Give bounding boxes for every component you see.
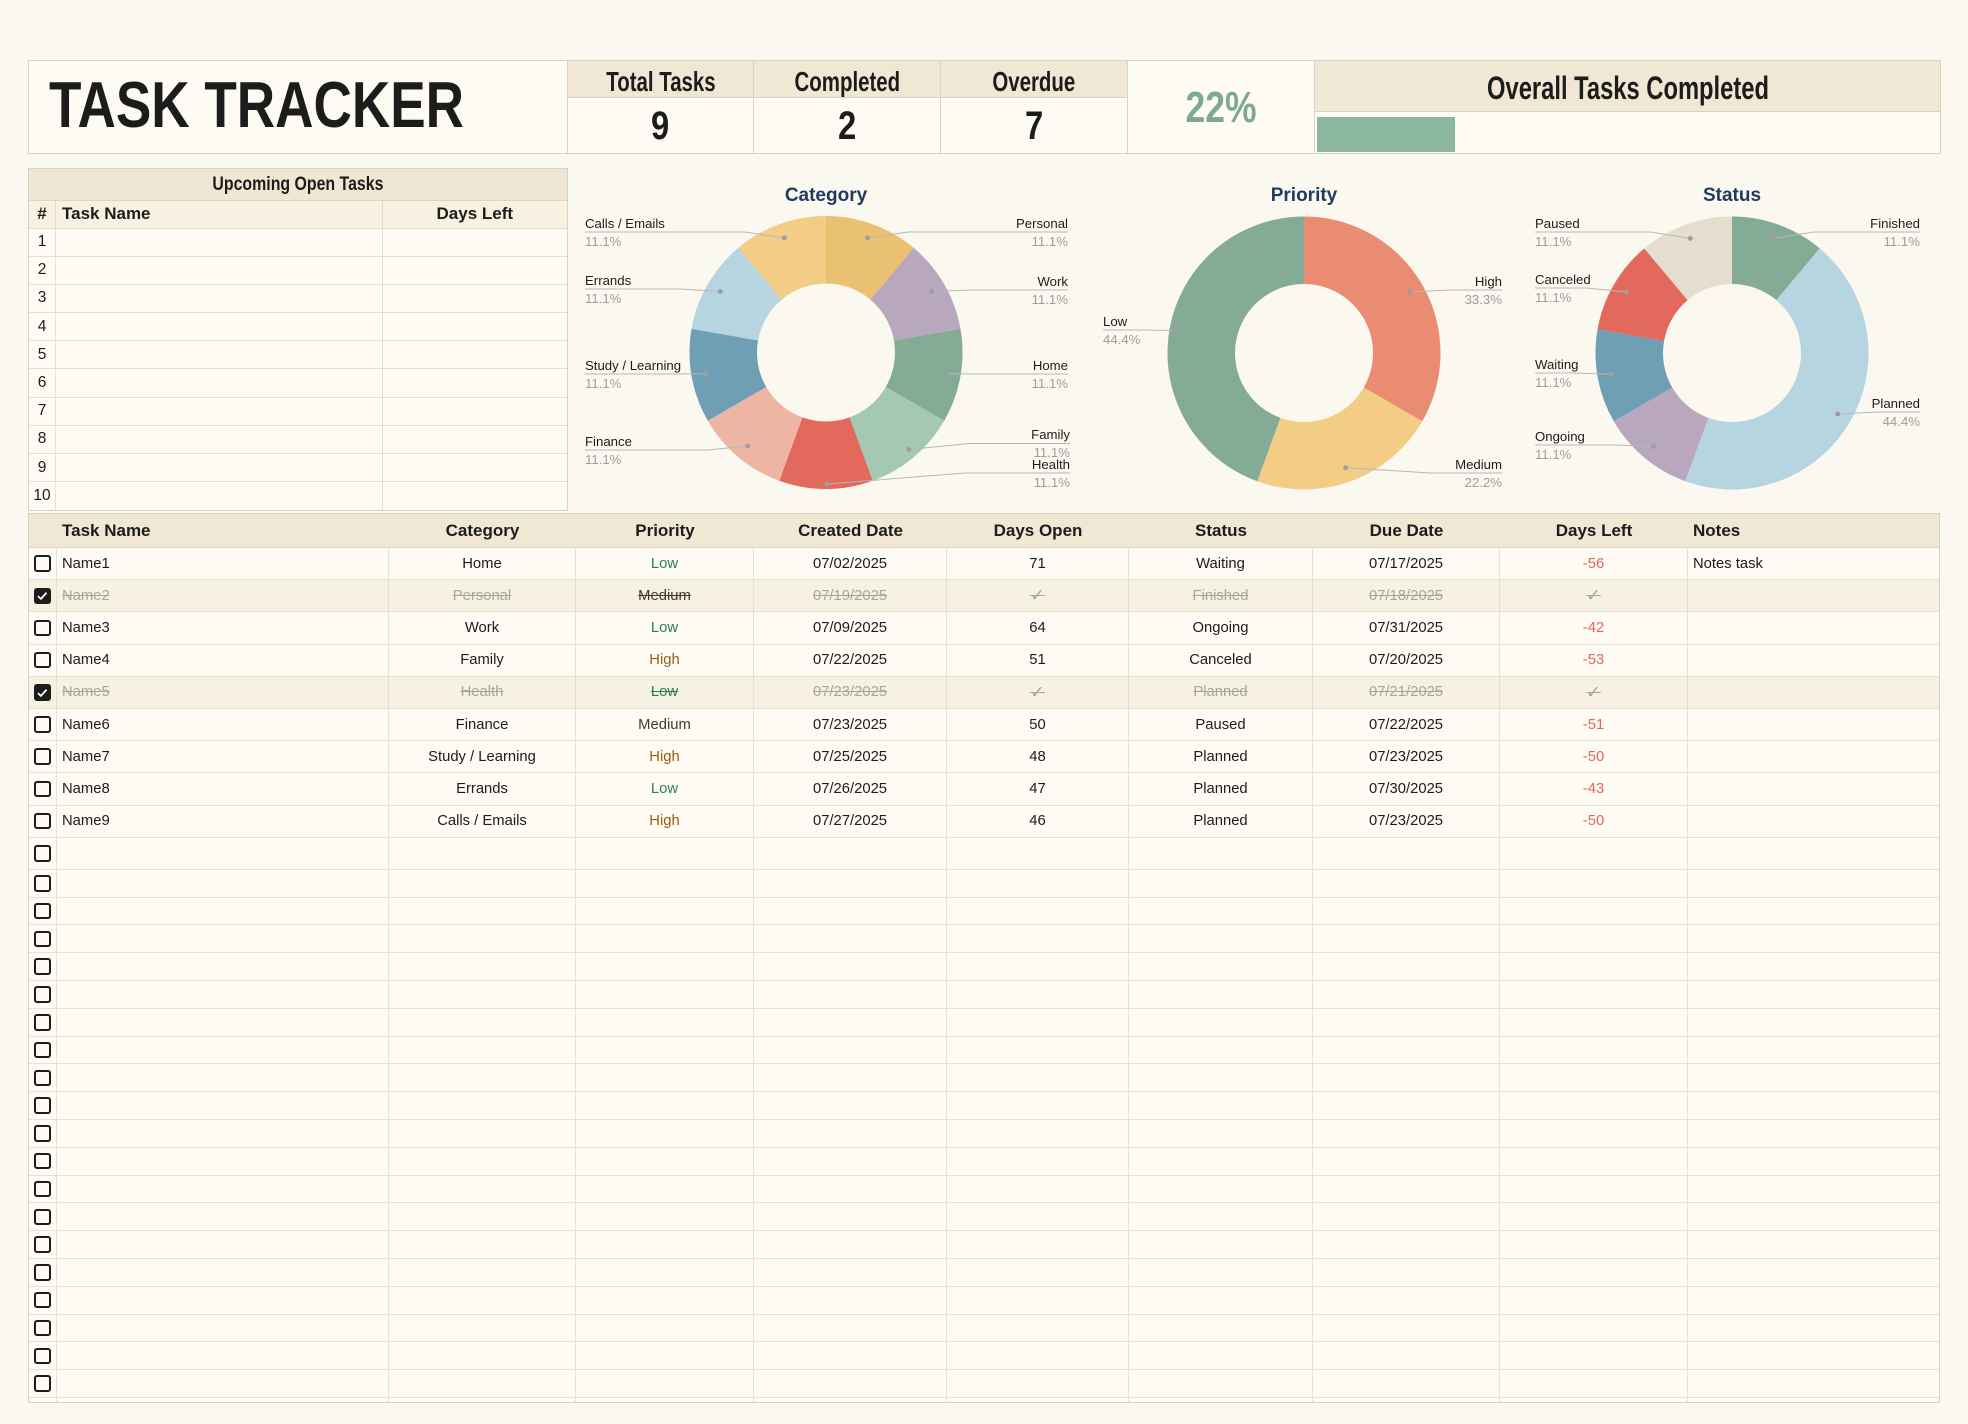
svg-text:22.2%: 22.2% xyxy=(1465,475,1503,490)
svg-text:Low: Low xyxy=(1103,314,1128,329)
svg-text:Planned: Planned xyxy=(1872,396,1920,411)
svg-text:33.3%: 33.3% xyxy=(1465,292,1503,307)
svg-text:Finance: Finance xyxy=(585,434,632,449)
svg-text:Study / Learning: Study / Learning xyxy=(585,358,681,373)
svg-text:11.1%: 11.1% xyxy=(585,234,622,249)
svg-text:44.4%: 44.4% xyxy=(1883,414,1921,429)
svg-text:Canceled: Canceled xyxy=(1535,272,1591,287)
svg-text:11.1%: 11.1% xyxy=(1032,292,1069,307)
svg-text:11.1%: 11.1% xyxy=(1034,445,1071,460)
svg-text:11.1%: 11.1% xyxy=(1535,234,1572,249)
svg-text:High: High xyxy=(1475,274,1502,289)
svg-text:Ongoing: Ongoing xyxy=(1535,429,1585,444)
svg-text:Family: Family xyxy=(1031,427,1070,442)
svg-text:44.4%: 44.4% xyxy=(1103,332,1141,347)
svg-text:Waiting: Waiting xyxy=(1535,357,1578,372)
svg-text:11.1%: 11.1% xyxy=(1884,234,1921,249)
svg-text:11.1%: 11.1% xyxy=(1535,290,1572,305)
svg-text:Work: Work xyxy=(1037,274,1068,289)
svg-text:Calls / Emails: Calls / Emails xyxy=(585,216,665,231)
svg-text:Home: Home xyxy=(1033,358,1068,373)
svg-text:Status: Status xyxy=(1703,185,1761,206)
svg-text:Finished: Finished xyxy=(1870,216,1920,231)
svg-text:Paused: Paused xyxy=(1535,216,1580,231)
svg-text:Category: Category xyxy=(785,185,868,206)
svg-text:Personal: Personal xyxy=(1016,216,1068,231)
svg-text:11.1%: 11.1% xyxy=(1535,375,1572,390)
svg-text:11.1%: 11.1% xyxy=(1032,376,1069,391)
svg-text:Medium: Medium xyxy=(1455,457,1502,472)
svg-text:11.1%: 11.1% xyxy=(585,452,622,467)
svg-text:11.1%: 11.1% xyxy=(1535,447,1572,462)
svg-text:11.1%: 11.1% xyxy=(1032,234,1069,249)
svg-text:Errands: Errands xyxy=(585,273,632,288)
svg-text:11.1%: 11.1% xyxy=(585,376,622,391)
svg-text:11.1%: 11.1% xyxy=(585,291,622,306)
svg-text:Priority: Priority xyxy=(1271,185,1338,206)
svg-text:Health: Health xyxy=(1032,457,1070,472)
svg-text:11.1%: 11.1% xyxy=(1034,475,1071,490)
